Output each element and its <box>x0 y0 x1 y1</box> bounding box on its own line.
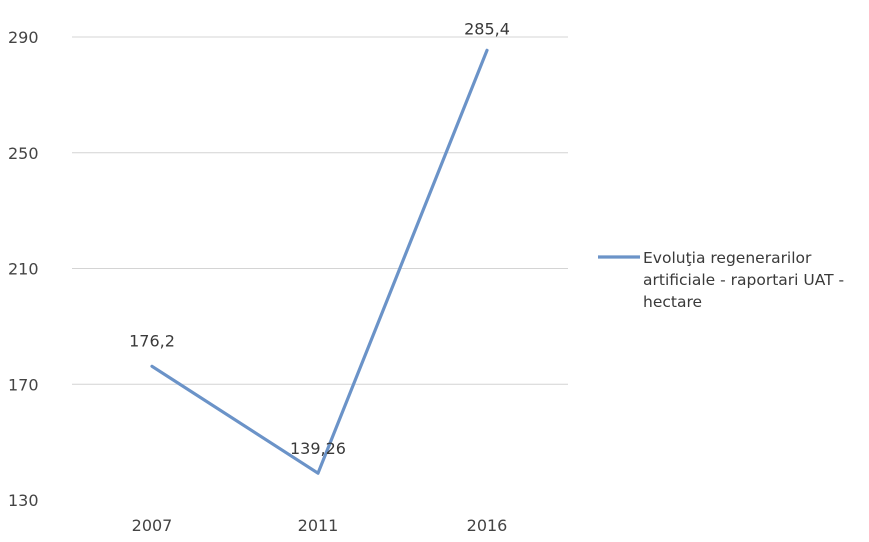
data-labels: 176,2 139,26 285,4 <box>129 19 510 458</box>
series-lines <box>150 48 489 475</box>
data-label: 139,26 <box>290 439 346 458</box>
y-tick-label: 250 <box>8 144 39 163</box>
y-tick-label: 290 <box>8 28 39 47</box>
y-axis-ticks: 130 170 210 250 290 <box>8 28 39 510</box>
y-tick-label: 170 <box>8 375 39 394</box>
data-label: 285,4 <box>464 19 510 38</box>
legend-label: Evoluţia regenerarilor artificiale - rap… <box>643 249 849 311</box>
legend: Evoluţia regenerarilor artificiale - rap… <box>598 249 849 311</box>
x-axis-ticks: 2007 2011 2016 <box>132 516 508 535</box>
data-label: 176,2 <box>129 331 175 350</box>
y-tick-label: 130 <box>8 491 39 510</box>
gridlines <box>72 36 568 385</box>
x-tick-label: 2007 <box>132 516 173 535</box>
series-line <box>150 48 489 475</box>
y-tick-label: 210 <box>8 260 39 279</box>
x-tick-label: 2016 <box>467 516 508 535</box>
legend-line-3: hectare <box>643 293 702 311</box>
legend-line-2: artificiale - raportari UAT - <box>643 271 844 289</box>
legend-line-1: Evoluţia regenerarilor <box>643 249 812 267</box>
x-tick-label: 2011 <box>298 516 339 535</box>
